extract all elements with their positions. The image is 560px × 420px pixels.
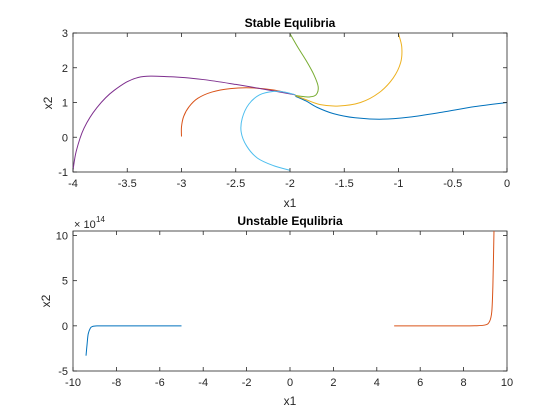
- y-tick-label: 0: [62, 321, 68, 333]
- x-tick-label: -4: [198, 377, 208, 389]
- x-axis-label: x1: [284, 196, 297, 210]
- x-tick-label: 2: [330, 377, 336, 389]
- series-line-1: [85, 325, 182, 356]
- x-tick-label: -1: [394, 178, 404, 190]
- x-tick-label: -0.5: [443, 178, 462, 190]
- plot-area: -10 -8 -6 -4 -2 0 2 4 6 8 10 -5 0 5 10: [56, 231, 513, 389]
- series-layer: [85, 231, 495, 356]
- x-tick-label: -3.5: [118, 178, 137, 190]
- stable-equilibria-chart: Stable Equlibria -4 -3.5 -3 -2.5 -2 -1.5 -1 -0.…: [41, 16, 510, 210]
- x-tick-label: 6: [417, 377, 423, 389]
- series-layer: [73, 33, 507, 171]
- y-tick-label: 0: [62, 132, 68, 144]
- y-tick-label: 1: [62, 98, 68, 110]
- plot-area: -4 -3.5 -3 -2.5 -2 -1.5 -1 -0.5 0 -1 0 1 2 3: [58, 28, 510, 190]
- axes-box: [72, 230, 508, 372]
- ticks-layer: -10 -8 -6 -4 -2 0 2 4 6 8 10 -5 0 5 10: [56, 231, 513, 389]
- y-axis-label: x2: [39, 294, 53, 307]
- x-tick-label: 4: [374, 377, 380, 389]
- series-line-5: [289, 33, 319, 98]
- unstable-equilibria-chart: Unstable Equlibria -10 -8 -6 -4 -2 0 2 4 6 8 10 -5 0…: [39, 214, 513, 408]
- series-line-2: [394, 231, 495, 327]
- x-tick-label: -2: [285, 178, 295, 190]
- series-line-4: [73, 75, 296, 171]
- series-line-3: [295, 33, 403, 107]
- x-tick-label: -4: [68, 178, 78, 190]
- series-line-6: [240, 90, 296, 171]
- x-tick-label: 8: [461, 377, 467, 389]
- y-axis-label: x2: [41, 96, 55, 109]
- x-tick-label: 10: [501, 377, 513, 389]
- y-tick-label: 5: [62, 276, 68, 288]
- x-tick-label: -10: [65, 377, 81, 389]
- chart-title: Stable Equlibria: [245, 16, 336, 30]
- x-tick-label: -8: [112, 377, 122, 389]
- x-tick-label: 0: [287, 377, 293, 389]
- chart-title: Unstable Equlibria: [237, 214, 343, 228]
- y-exponent-base: × 10: [74, 219, 96, 231]
- series-line-1: [295, 95, 507, 120]
- x-tick-label: -1.5: [335, 178, 354, 190]
- x-tick-label: -3: [177, 178, 187, 190]
- axes-box: [72, 32, 508, 173]
- x-tick-label: 0: [504, 178, 510, 190]
- y-tick-label: -1: [58, 167, 68, 179]
- y-tick-label: 10: [56, 231, 68, 243]
- y-tick-label: -5: [58, 366, 68, 378]
- y-tick-label: 2: [62, 63, 68, 75]
- y-exponent-power: 14: [96, 215, 105, 224]
- ticks-layer: -4 -3.5 -3 -2.5 -2 -1.5 -1 -0.5 0 -1 0 1 2 3: [58, 28, 510, 190]
- x-axis-label: x1: [284, 394, 297, 408]
- y-tick-label: 3: [62, 28, 68, 40]
- x-tick-label: -2.5: [226, 178, 245, 190]
- x-tick-label: -2: [242, 377, 252, 389]
- x-tick-label: -6: [155, 377, 165, 389]
